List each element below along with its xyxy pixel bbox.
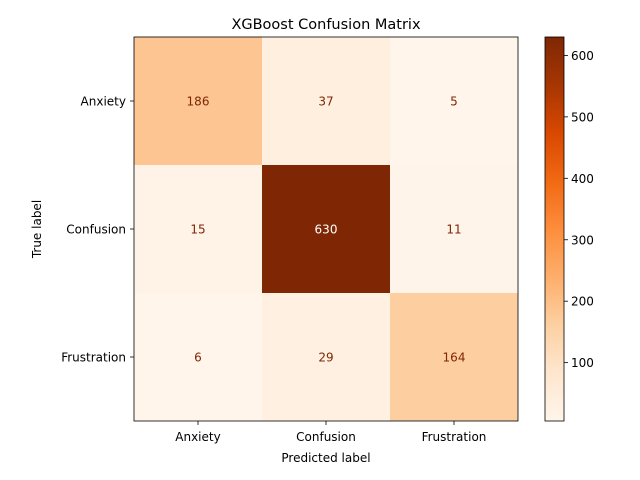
heatmap-cell [262,37,390,165]
x-tick-label: Frustration [422,430,487,444]
x-axis: Anxiety Confusion Frustration [175,421,486,444]
cell-value-label: 630 [315,223,338,237]
heatmap-cell [390,37,518,165]
cell-value-label: 11 [446,223,461,237]
colorbar-tick-label: 400 [571,172,594,186]
heatmap-cell [134,165,262,293]
colorbar-tick-label: 200 [571,295,594,309]
chart-title: XGBoost Confusion Matrix [231,17,421,33]
cell-value-label: 164 [443,351,466,365]
colorbar: 100 200 300 400 500 600 [544,36,594,422]
cell-value-label: 15 [190,223,205,237]
cell-value-label: 37 [318,95,333,109]
x-tick-label: Anxiety [175,430,220,444]
heatmap-cells [134,37,518,421]
colorbar-ticks: 100 200 300 400 500 600 [564,49,594,370]
y-tick-label: Confusion [66,223,126,237]
heatmap-cell [262,165,390,293]
cell-value-label: 29 [318,351,333,365]
heatmap-cell [134,37,262,165]
y-tick-label: Frustration [61,351,126,365]
cell-value-label: 5 [450,95,458,109]
heatmap-cell [262,293,390,421]
x-axis-label: Predicted label [281,451,370,465]
heatmap-cell [134,293,262,421]
y-tick-label: Anxiety [81,95,126,109]
heatmap-cell [390,165,518,293]
cell-value-label: 6 [194,351,202,365]
colorbar-tick-label: 100 [571,356,594,370]
colorbar-tick-label: 500 [571,110,594,124]
colorbar-tick-label: 600 [571,49,594,63]
y-axis: Anxiety Confusion Frustration [61,95,134,365]
cell-value-label: 186 [187,95,210,109]
cell-value-labels: 186 37 5 15 630 11 6 29 164 [187,95,466,365]
x-tick-label: Confusion [296,430,356,444]
y-axis-label: True label [30,200,44,259]
colorbar-tick-label: 300 [571,233,594,247]
heatmap-cell [390,293,518,421]
colorbar-gradient [544,36,565,422]
